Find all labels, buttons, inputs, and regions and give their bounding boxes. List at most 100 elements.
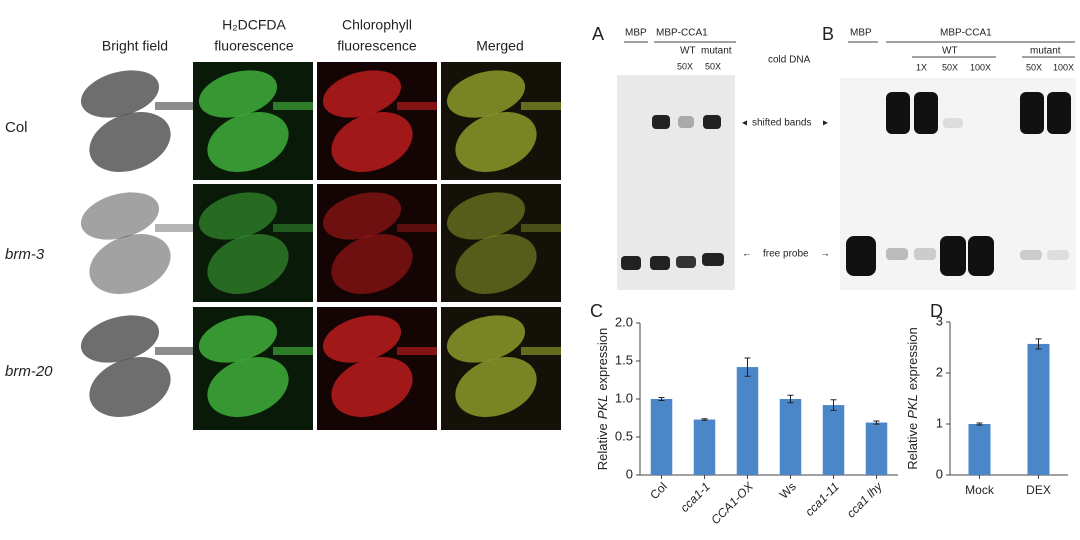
dose-label: 100X xyxy=(970,62,991,72)
bar xyxy=(693,419,716,475)
x-tick-label: Col xyxy=(647,479,670,502)
column-header: H₂DCFDA xyxy=(222,17,286,33)
y-tick-label: 0.5 xyxy=(615,428,633,443)
lane-label: MBP xyxy=(850,28,872,39)
column-header: Chlorophyll xyxy=(342,17,412,33)
bar xyxy=(779,399,802,475)
leaf xyxy=(207,357,289,417)
stem xyxy=(397,102,437,110)
band xyxy=(914,248,936,260)
band xyxy=(650,256,670,270)
y-axis-label-part: PKL xyxy=(595,395,610,420)
stem xyxy=(273,102,313,110)
leaf xyxy=(331,112,413,172)
stem xyxy=(521,102,561,110)
stem xyxy=(521,347,561,355)
band xyxy=(846,236,876,276)
panel-letter: D xyxy=(930,301,943,321)
bar xyxy=(865,422,888,475)
leaf xyxy=(322,192,402,240)
band xyxy=(943,118,963,128)
band xyxy=(968,236,994,276)
leaf xyxy=(198,70,278,118)
column-header: fluorescence xyxy=(214,38,294,54)
stem xyxy=(155,347,195,355)
group-label: WT xyxy=(942,46,958,57)
leaf xyxy=(80,315,160,363)
y-axis-label-part: Relative xyxy=(595,423,610,470)
stem xyxy=(397,224,437,232)
leaf xyxy=(331,234,413,294)
y-tick-label: 3 xyxy=(936,313,943,328)
y-axis-label: Relative PKL expression xyxy=(595,328,610,470)
leaf xyxy=(80,192,160,240)
error-bar xyxy=(744,357,751,377)
band xyxy=(676,256,696,268)
band xyxy=(914,92,938,134)
leaf xyxy=(198,192,278,240)
leaf xyxy=(198,315,278,363)
panel-letter: A xyxy=(592,24,604,44)
panel-letter: B xyxy=(822,24,834,44)
column-header: fluorescence xyxy=(337,38,417,54)
group-label: mutant xyxy=(1030,46,1061,57)
lane-label: MBP-CCA1 xyxy=(656,28,708,39)
leaf xyxy=(446,315,526,363)
bar xyxy=(650,399,673,475)
leaf xyxy=(455,112,537,172)
band xyxy=(1047,250,1069,260)
stem xyxy=(521,224,561,232)
x-tick-label: DEX xyxy=(1026,483,1051,497)
y-tick-label: 0 xyxy=(626,466,633,481)
x-tick-label: cca1-1 xyxy=(677,479,712,514)
row-label: brm-3 xyxy=(5,246,45,263)
band xyxy=(1020,250,1042,260)
dose-label: 1X xyxy=(916,62,927,72)
error-bar xyxy=(658,396,665,402)
column-header: Merged xyxy=(476,38,523,54)
dose-label: 50X xyxy=(1026,62,1042,72)
y-axis-label-part: PKL xyxy=(905,394,920,419)
stem xyxy=(155,102,195,110)
leaf xyxy=(207,234,289,294)
stem xyxy=(155,224,195,232)
leaf xyxy=(322,315,402,363)
leaf xyxy=(446,192,526,240)
band xyxy=(678,116,694,128)
row-label: brm-20 xyxy=(5,363,53,380)
leaf xyxy=(446,70,526,118)
error-bar xyxy=(873,420,880,425)
dose-label: 50X xyxy=(705,61,721,71)
x-tick-label: cca1-11 xyxy=(802,479,841,518)
bar xyxy=(1027,343,1050,475)
panel-letter: C xyxy=(590,301,603,321)
band xyxy=(703,115,721,129)
leaf xyxy=(207,112,289,172)
group-label: WT xyxy=(680,46,696,57)
gel-bands xyxy=(846,92,1071,276)
band xyxy=(652,115,670,129)
y-tick-label: 2.0 xyxy=(615,314,633,329)
leaf xyxy=(89,112,171,172)
dose-label: 50X xyxy=(942,62,958,72)
y-axis-label-part: expression xyxy=(905,327,920,390)
band xyxy=(702,253,724,266)
y-tick-label: 0 xyxy=(936,466,943,481)
bar xyxy=(968,424,991,475)
band xyxy=(1047,92,1071,134)
group-label: mutant xyxy=(701,46,732,57)
column-header: Bright field xyxy=(102,38,168,54)
x-tick-label: CCA1-OX xyxy=(708,479,756,527)
leaf xyxy=(455,234,537,294)
image-panels xyxy=(75,62,561,430)
y-tick-label: 2 xyxy=(936,364,943,379)
error-bar xyxy=(1035,338,1042,350)
leaf xyxy=(89,234,171,294)
error-bar xyxy=(787,394,794,404)
cold-dna-label: cold DNA xyxy=(768,55,811,66)
bar xyxy=(736,367,759,475)
error-bar xyxy=(830,399,837,411)
row-label: Col xyxy=(5,119,28,136)
y-axis-label: Relative PKL expression xyxy=(905,327,920,469)
y-axis-label-part: expression xyxy=(595,328,610,391)
